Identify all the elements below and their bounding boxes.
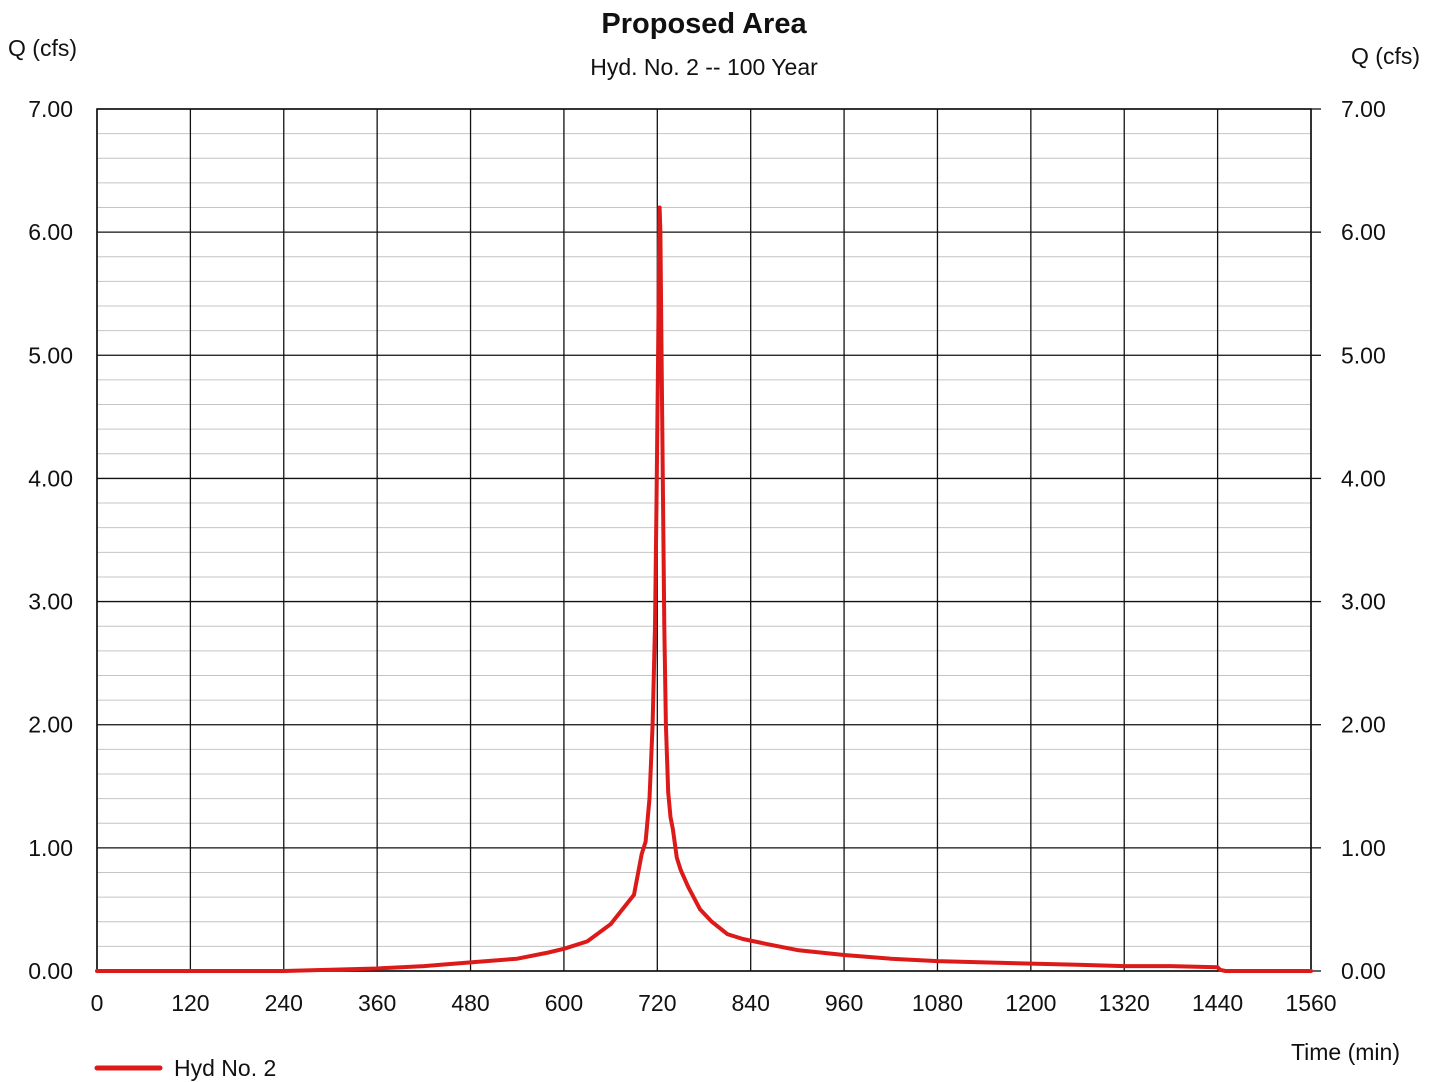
- y-tick-label-right: 6.00: [1341, 219, 1386, 245]
- series-layer: [95, 205, 1313, 973]
- x-tick-label: 960: [825, 990, 863, 1016]
- y-tick-label-right: 5.00: [1341, 342, 1386, 368]
- x-tick-label: 1560: [1285, 990, 1336, 1016]
- x-tick-label: 240: [265, 990, 303, 1016]
- y-tick-labels-right: 0.00 1.00 2.00 3.00 4.00 5.00 6.00 7.00: [1341, 96, 1386, 984]
- y-tick-label-left: 0.00: [28, 958, 73, 984]
- x-tick-label: 1320: [1099, 990, 1150, 1016]
- y-tick-label-right: 4.00: [1341, 465, 1386, 491]
- x-tick-label: 720: [638, 990, 676, 1016]
- y-tick-label-left: 4.00: [28, 465, 73, 491]
- legend-label-hyd-no-2: Hyd No. 2: [174, 1055, 276, 1081]
- y-tick-label-right: 0.00: [1341, 958, 1386, 984]
- series-line-hyd-no-2: [95, 205, 1313, 973]
- y-tick-label-left: 1.00: [28, 835, 73, 861]
- y-tick-label-right: 2.00: [1341, 712, 1386, 738]
- chart-subtitle: Hyd. No. 2 -- 100 Year: [590, 54, 818, 80]
- x-tick-label: 1080: [912, 990, 963, 1016]
- x-axis-label: Time (min): [1291, 1039, 1400, 1065]
- chart-title: Proposed Area: [601, 8, 807, 40]
- y-axis-label-right: Q (cfs): [1351, 43, 1420, 69]
- minor-gridlines: [97, 133, 1311, 947]
- x-tick-labels: 0 120 240 360 480 600 720 840 960 1080 1200 1320 144…: [91, 990, 1337, 1016]
- x-tick-label: 1200: [1005, 990, 1056, 1016]
- y-tick-label-left: 6.00: [28, 219, 73, 245]
- x-tick-label: 600: [545, 990, 583, 1016]
- y-tick-label-left: 3.00: [28, 589, 73, 615]
- y-tick-label-left: 2.00: [28, 712, 73, 738]
- y-tick-labels-left: 0.00 1.00 2.00 3.00 4.00 5.00 6.00 7.00: [28, 96, 73, 984]
- y-tick-label-left: 7.00: [28, 96, 73, 122]
- y-tick-label-right: 1.00: [1341, 835, 1386, 861]
- x-tick-label: 360: [358, 990, 396, 1016]
- y-tick-label-right: 7.00: [1341, 96, 1386, 122]
- major-gridlines: [96, 108, 1321, 972]
- y-axis-label-left: Q (cfs): [8, 35, 77, 61]
- y-tick-label-right: 3.00: [1341, 589, 1386, 615]
- x-tick-label: 1440: [1192, 990, 1243, 1016]
- plot-area-frame: [96, 108, 1312, 972]
- legend: Hyd No. 2: [94, 1055, 276, 1081]
- y-tick-label-left: 5.00: [28, 342, 73, 368]
- x-tick-label: 480: [451, 990, 489, 1016]
- x-tick-label: 0: [91, 990, 104, 1016]
- x-tick-label: 120: [171, 990, 209, 1016]
- x-tick-label: 840: [732, 990, 770, 1016]
